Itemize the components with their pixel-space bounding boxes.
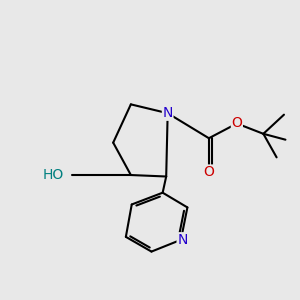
Text: O: O: [203, 165, 214, 179]
Text: N: N: [163, 106, 173, 120]
Text: HO: HO: [42, 168, 64, 182]
Text: O: O: [231, 116, 242, 130]
Text: N: N: [177, 233, 188, 247]
